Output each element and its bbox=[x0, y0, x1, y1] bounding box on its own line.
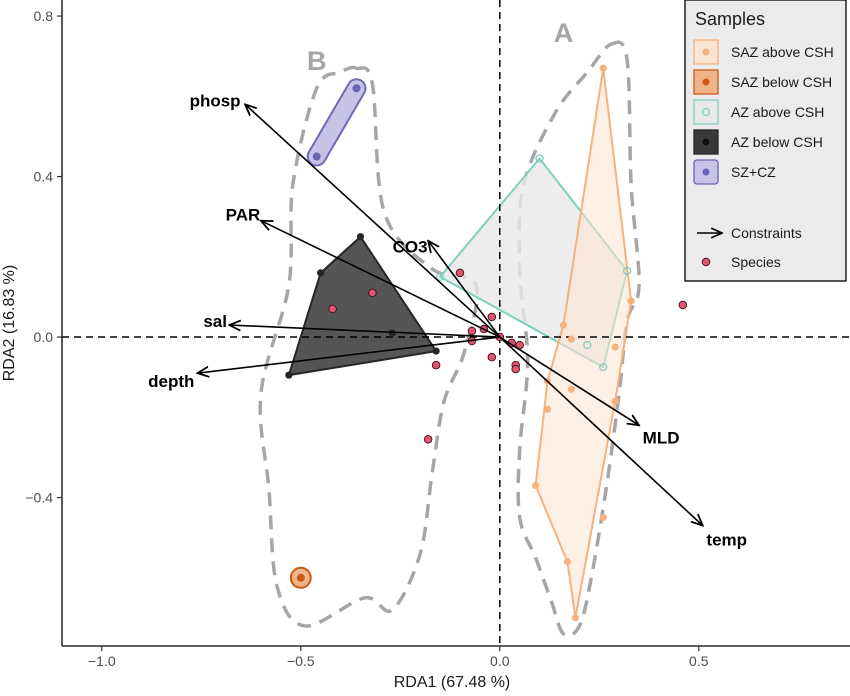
saz-above-csh-point bbox=[611, 343, 619, 351]
az-above-csh-point bbox=[583, 340, 592, 350]
arrow-label-mld: MLD bbox=[643, 428, 680, 447]
y-tick-label: 0.0 bbox=[34, 329, 54, 345]
saz-above-csh-point bbox=[571, 614, 579, 622]
az-above-csh-point bbox=[622, 266, 632, 275]
az-above-csh-point bbox=[599, 362, 608, 372]
arrow-par bbox=[261, 221, 501, 338]
az-above-csh-point bbox=[435, 272, 445, 282]
species-point bbox=[455, 268, 465, 278]
legend-marker-az-below-csh bbox=[702, 138, 710, 146]
saz-above-csh-point bbox=[543, 405, 552, 413]
group-a-outline bbox=[516, 40, 641, 638]
arrow-temp bbox=[499, 336, 703, 526]
sample-hulls bbox=[287, 67, 633, 619]
arrow-sal bbox=[229, 325, 500, 338]
saz-above-csh-point bbox=[567, 385, 576, 393]
x-tick-label: −0.5 bbox=[287, 653, 315, 669]
group-label-a: A bbox=[554, 18, 574, 48]
legend-label-saz-below-csh: SAZ below CSH bbox=[731, 74, 832, 90]
species-point bbox=[511, 364, 520, 374]
species-point bbox=[423, 435, 433, 444]
legend-title: Samples bbox=[695, 9, 765, 29]
sz-cz-hull bbox=[308, 80, 365, 165]
legend-marker-sz-cz bbox=[702, 168, 710, 176]
constraint-arrows: phosp PAR CO3 sal depth MLD temp bbox=[148, 91, 747, 549]
species-point bbox=[678, 300, 688, 310]
species-point bbox=[328, 304, 337, 314]
legend-marker-saz-above-csh bbox=[702, 48, 710, 56]
legend-key-az-above-csh bbox=[693, 99, 719, 125]
legend-label-species: Species bbox=[731, 254, 781, 270]
x-axis-title: RDA1 (67.48 %) bbox=[394, 674, 511, 691]
species-point bbox=[431, 360, 441, 370]
arrow-label-phosp: phosp bbox=[190, 91, 241, 110]
legend-label-sz-cz: SZ+CZ bbox=[731, 164, 776, 180]
species-point bbox=[368, 288, 377, 298]
species-points bbox=[328, 268, 688, 444]
arrow-label-co3: CO3 bbox=[393, 238, 428, 257]
az-above-csh-point bbox=[535, 154, 544, 163]
y-tick-label: −0.4 bbox=[25, 490, 53, 506]
species-point bbox=[467, 326, 477, 336]
legend-marker-saz-below-csh bbox=[702, 78, 710, 86]
legend: Samples SAZ above CSH SAZ below CSH AZ abov… bbox=[684, 0, 847, 282]
legend-species-marker bbox=[701, 257, 711, 267]
y-axis-title: RDA2 (16.83 %) bbox=[1, 265, 18, 382]
legend-label-az-below-csh: AZ below CSH bbox=[731, 134, 823, 150]
arrow-label-depth: depth bbox=[148, 372, 194, 391]
x-tick-label: −1.0 bbox=[88, 653, 116, 669]
x-tick-label: 0.5 bbox=[689, 653, 709, 669]
saz-above-csh-point bbox=[627, 297, 635, 305]
sz-cz-point bbox=[352, 84, 361, 93]
saz-above-csh-point bbox=[567, 335, 576, 343]
arrow-label-par: PAR bbox=[226, 206, 261, 225]
y-tick-label: 0.8 bbox=[34, 8, 54, 24]
species-point bbox=[487, 312, 497, 322]
legend-label-az-above-csh: AZ above CSH bbox=[731, 104, 824, 120]
group-outlines bbox=[258, 40, 641, 638]
az-below-csh-hull bbox=[287, 235, 438, 377]
legend-label-saz-above-csh: SAZ above CSH bbox=[731, 44, 834, 60]
saz-above-csh-point bbox=[599, 64, 607, 72]
saz-below-csh-point bbox=[296, 573, 305, 582]
arrow-mld bbox=[499, 336, 639, 425]
sz-cz-point bbox=[312, 152, 321, 161]
group-label-b: B bbox=[307, 46, 327, 76]
saz-above-csh-hull bbox=[534, 67, 633, 619]
saz-above-csh-point bbox=[559, 321, 568, 329]
az-below-csh-point bbox=[356, 233, 365, 241]
az-below-csh-point bbox=[317, 269, 325, 277]
group-b-outline bbox=[258, 65, 479, 628]
legend-label-constraints: Constraints bbox=[731, 225, 802, 241]
arrow-phosp bbox=[245, 104, 501, 338]
group-labels: AB bbox=[307, 18, 573, 76]
saz-above-csh-point bbox=[531, 481, 540, 490]
saz-above-csh-point bbox=[611, 397, 619, 405]
legend-key-saz-above-csh bbox=[693, 39, 719, 65]
arrow-label-temp: temp bbox=[706, 531, 747, 550]
az-below-csh-point bbox=[432, 347, 440, 355]
arrow-label-sal: sal bbox=[203, 312, 227, 331]
arrow-co3 bbox=[428, 241, 501, 338]
species-point bbox=[487, 352, 497, 362]
legend-marker-az-above-csh bbox=[701, 107, 711, 117]
saz-above-csh-point bbox=[599, 514, 607, 522]
x-tick-label: 0.0 bbox=[490, 653, 510, 669]
az-below-csh-point bbox=[285, 371, 293, 379]
saz-above-csh-point bbox=[563, 558, 572, 566]
arrow-depth bbox=[197, 336, 500, 373]
y-tick-label: 0.4 bbox=[34, 169, 54, 185]
